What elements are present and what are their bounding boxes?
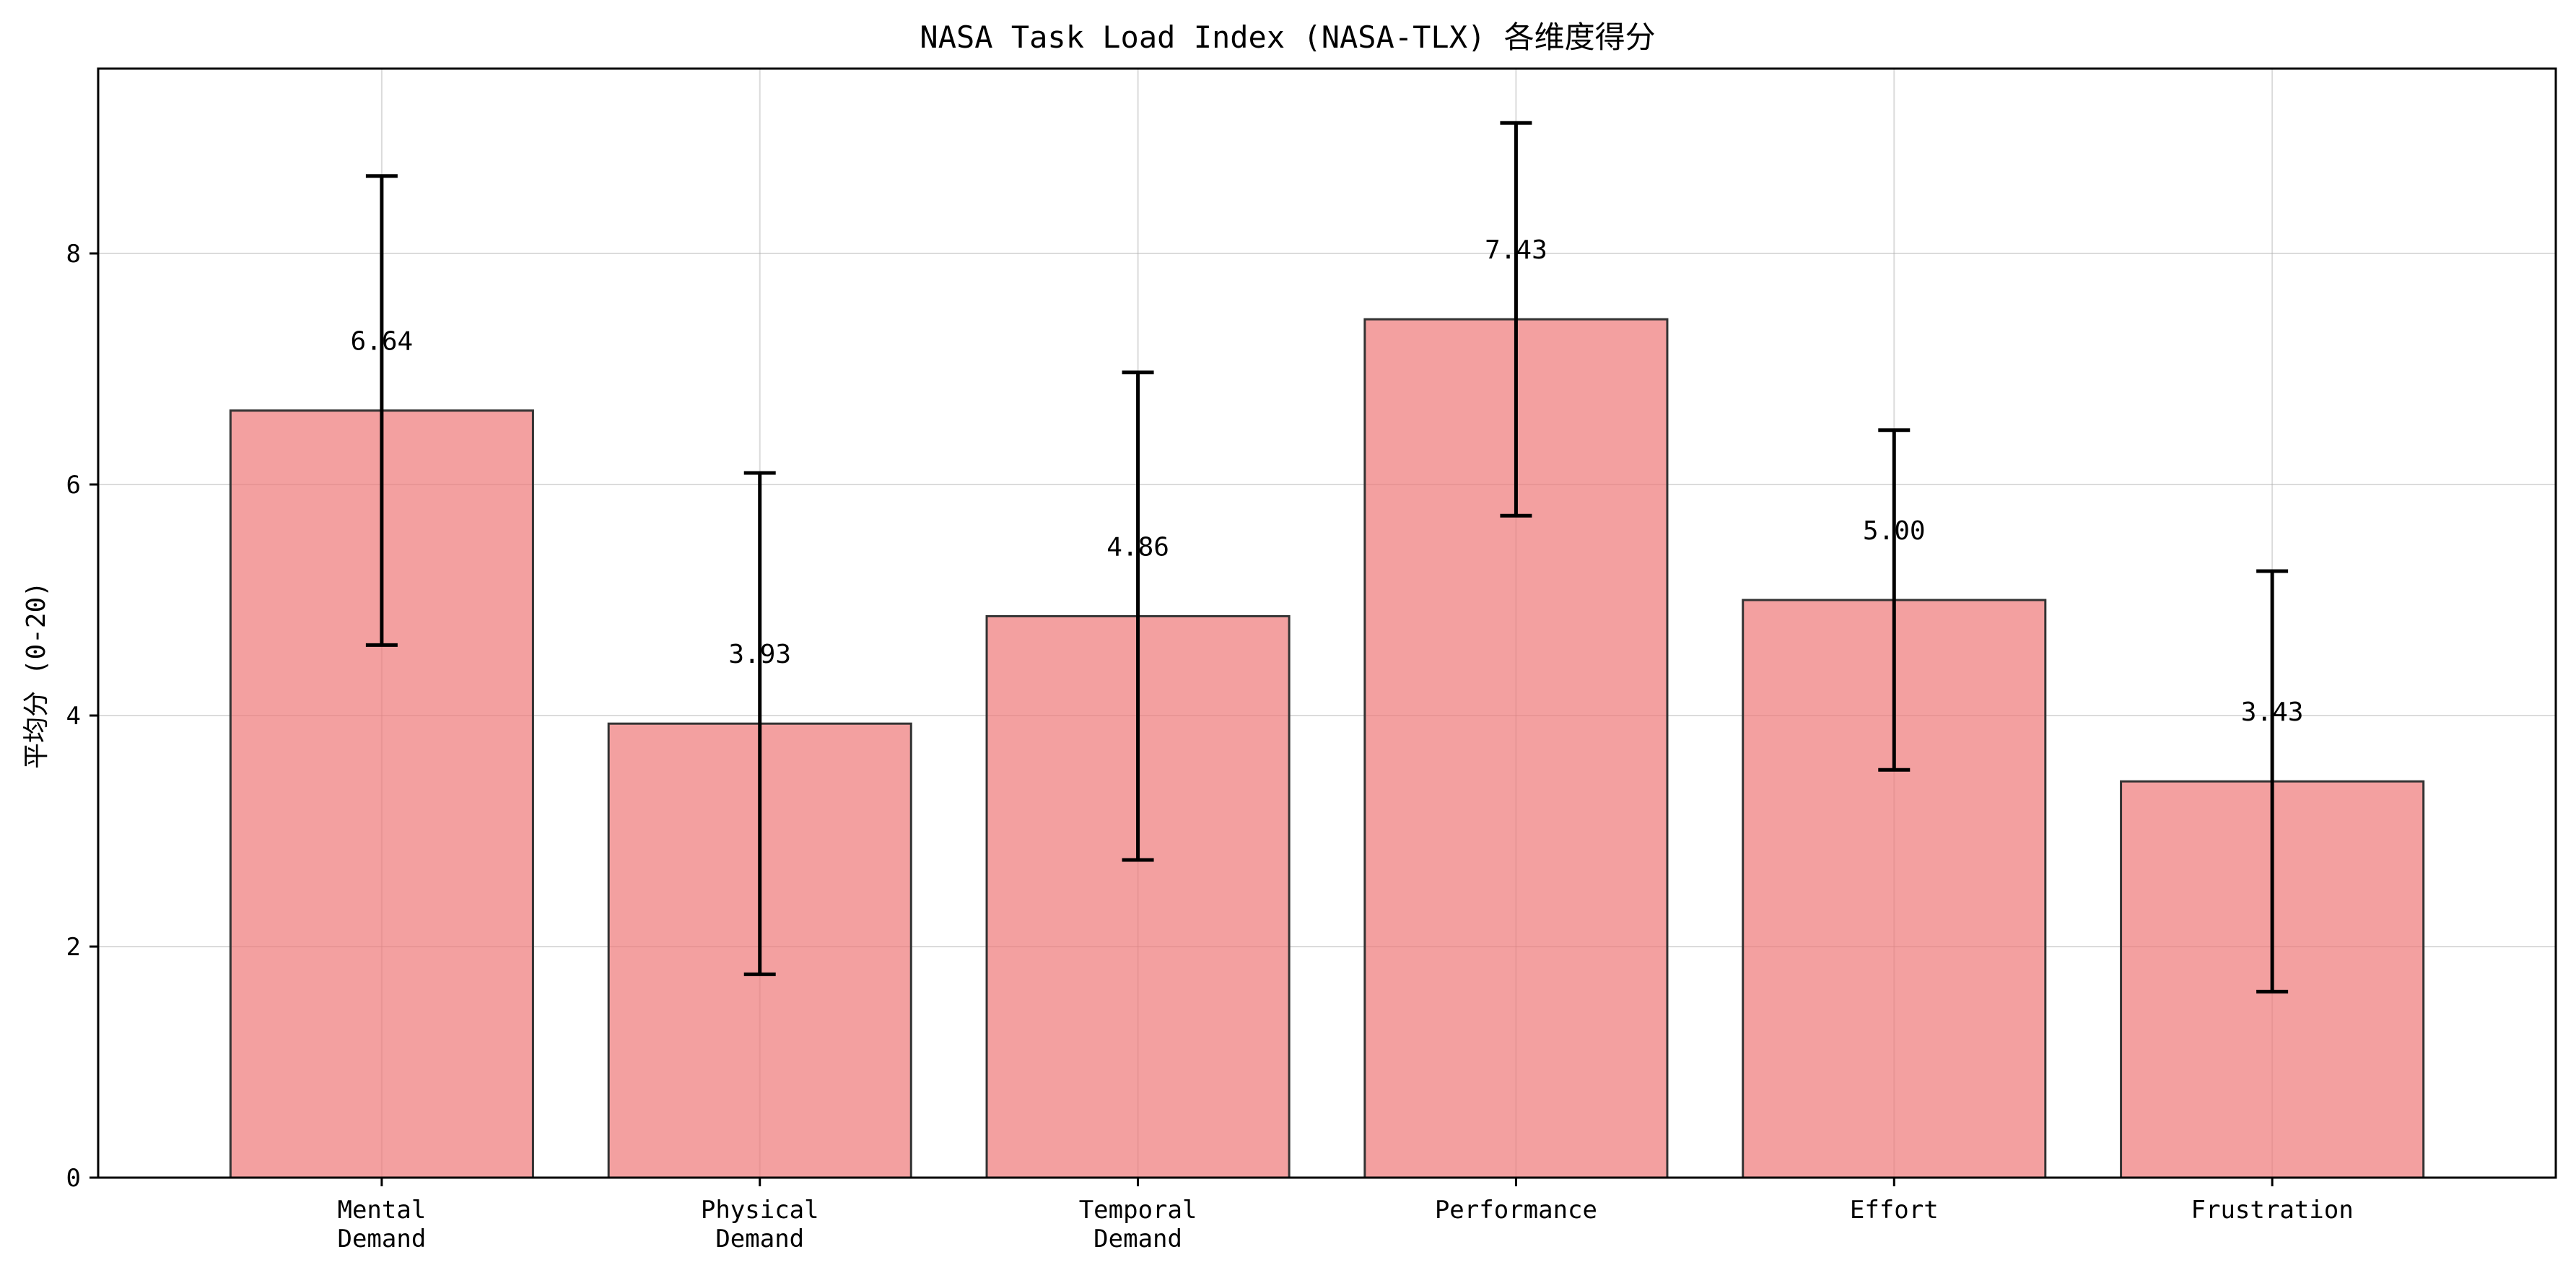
y-tick-label: 0 [66, 1164, 81, 1193]
x-tick-label-line: Temporal [1079, 1196, 1197, 1225]
y-tick-label: 2 [66, 933, 81, 962]
value-labels: 6.64 3.93 4.86 7.43 5.00 3.43 [351, 235, 2304, 727]
plot-frame [97, 67, 2557, 1179]
error-bars [365, 121, 2289, 994]
value-label-3: 7.43 [1485, 235, 1547, 265]
x-tick-label-5: Frustration [2191, 1196, 2354, 1225]
value-label-2: 4.86 [1106, 532, 1169, 562]
x-tick-label-line: Demand [715, 1225, 804, 1253]
x-tick-label-2: Temporal Demand [1079, 1196, 1197, 1253]
y-axis-label: 平均分 (0-20) [22, 581, 51, 769]
bars [229, 318, 2425, 1179]
y-tick-label: 8 [66, 240, 81, 269]
chart-title: NASA Task Load Index (NASA-TLX) 各维度得分 [920, 19, 1655, 55]
value-label-1: 3.93 [728, 640, 791, 669]
value-label-0: 6.64 [351, 327, 414, 357]
x-tick-label-4: Effort [1850, 1196, 1939, 1225]
x-tick-label-line: Performance [1435, 1196, 1597, 1225]
x-tick-label-3: Performance [1435, 1196, 1597, 1225]
x-tick-label-1: Physical Demand [701, 1196, 819, 1253]
x-tick-label-line: Frustration [2191, 1196, 2354, 1225]
x-tick-label-0: Mental Demand [337, 1196, 426, 1253]
value-label-4: 5.00 [1863, 516, 1926, 546]
y-tick-label: 4 [66, 702, 81, 731]
x-tick-label-line: Mental [337, 1196, 426, 1225]
x-tick-label-line: Physical [701, 1196, 819, 1225]
y-tick-label: 6 [66, 471, 81, 500]
x-tick-label-line: Effort [1850, 1196, 1939, 1225]
x-tick-label-line: Demand [337, 1225, 426, 1253]
value-label-5: 3.43 [2241, 697, 2304, 727]
x-tick-label-line: Demand [1093, 1225, 1182, 1253]
